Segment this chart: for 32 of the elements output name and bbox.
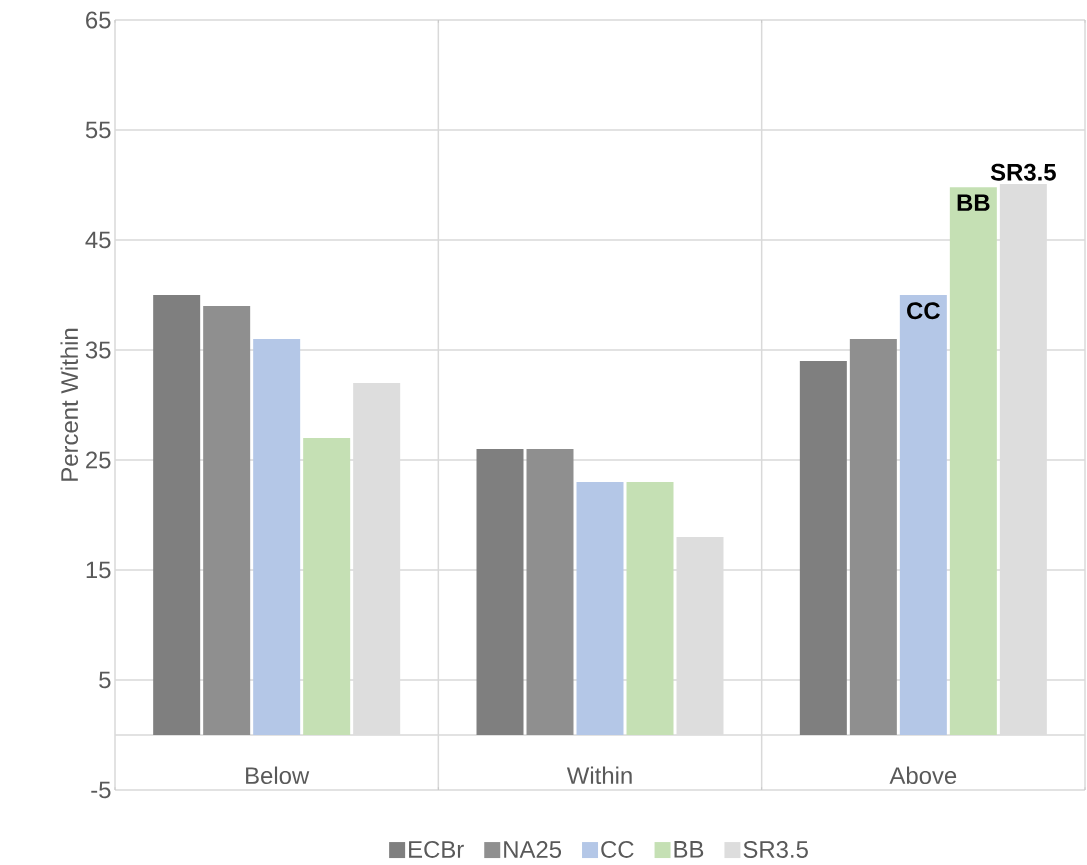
y-tick-label: 65 [86,11,111,29]
y-tick-label: 25 [86,451,111,469]
bar [253,339,301,735]
bar [476,449,524,735]
legend-label: CC [601,840,634,858]
bar [849,339,897,735]
annotation: SR3.5 [990,163,1056,181]
y-axis-title: Percent Within [60,328,79,481]
annotation: CC [907,302,940,320]
bar [303,438,351,735]
legend-label: ECBr [409,840,464,858]
bar [626,482,674,735]
legend-label: NA25 [504,840,562,858]
y-tick-label: 45 [85,231,111,249]
y-tick-label: 5 [99,671,111,689]
bar [949,187,997,735]
bar [526,449,574,735]
x-tick-label: Below [246,766,310,785]
bar [576,482,624,735]
annotation: BB [957,194,990,211]
legend-label: BB [674,841,704,858]
bar [153,295,201,735]
x-tick-label: Above [889,766,957,785]
bar [799,361,847,735]
y-tick-label: 35 [85,341,111,359]
bar [899,295,947,735]
legend-label: SR3.5 [743,840,808,858]
bar [203,306,251,735]
x-tick-label: Within [566,766,632,785]
y-tick-label: 15 [86,561,111,579]
y-tick-label: -5 [91,781,111,799]
y-tick-label: 55 [85,121,111,139]
